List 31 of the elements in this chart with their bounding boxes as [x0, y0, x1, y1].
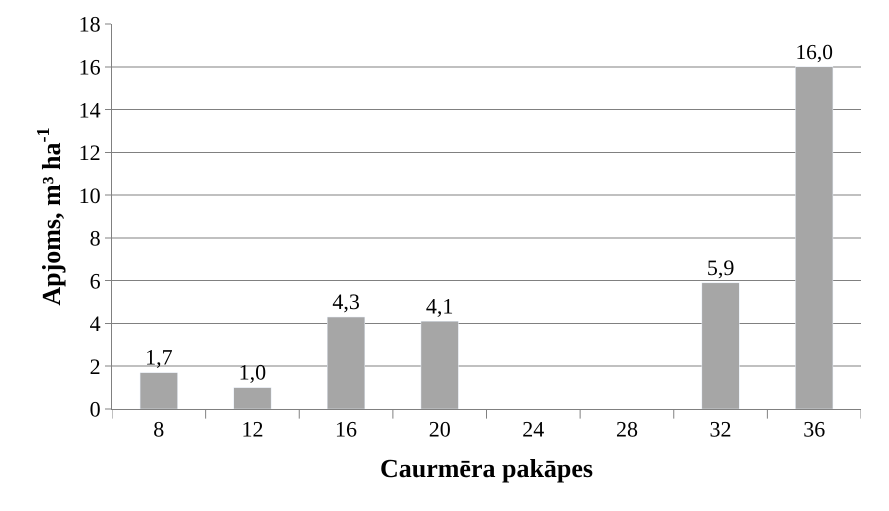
y-tick-label: 12: [78, 140, 101, 166]
y-tick-label: 4: [90, 311, 101, 336]
y-tick-label: 8: [90, 226, 101, 251]
x-axis-title: Caurmēra pakāpes: [380, 454, 594, 484]
y-tick-label: 6: [90, 268, 101, 294]
y-tick-label: 0: [90, 396, 101, 422]
data-label: 4,1: [426, 293, 454, 318]
x-tick-label: 12: [241, 416, 264, 442]
data-label: 1,7: [145, 344, 173, 370]
x-tick-label: 32: [710, 416, 732, 442]
x-tick-label: 20: [428, 416, 451, 442]
data-label: 16,0: [795, 40, 833, 64]
x-tick-label: 28: [616, 416, 638, 442]
y-tick-label: 18: [78, 12, 101, 37]
y-tick-label: 16: [78, 54, 101, 80]
x-tick-label: 24: [522, 416, 544, 442]
bar: [140, 372, 178, 409]
x-tick-label: 16: [335, 416, 358, 442]
y-tick-label: 10: [78, 182, 101, 208]
data-label: 4,3: [332, 289, 360, 314]
y-tick-label: 2: [90, 354, 101, 379]
bar: [233, 387, 272, 409]
data-label: 5,9: [706, 254, 734, 280]
data-label: 1,0: [238, 360, 266, 385]
x-tick-label: 36: [803, 416, 826, 442]
x-tick-label: 8: [153, 416, 164, 442]
y-tick-label: 14: [78, 97, 101, 122]
bar: [327, 316, 366, 409]
bar: [420, 321, 459, 409]
bar: [795, 66, 834, 409]
bar: [702, 282, 740, 409]
